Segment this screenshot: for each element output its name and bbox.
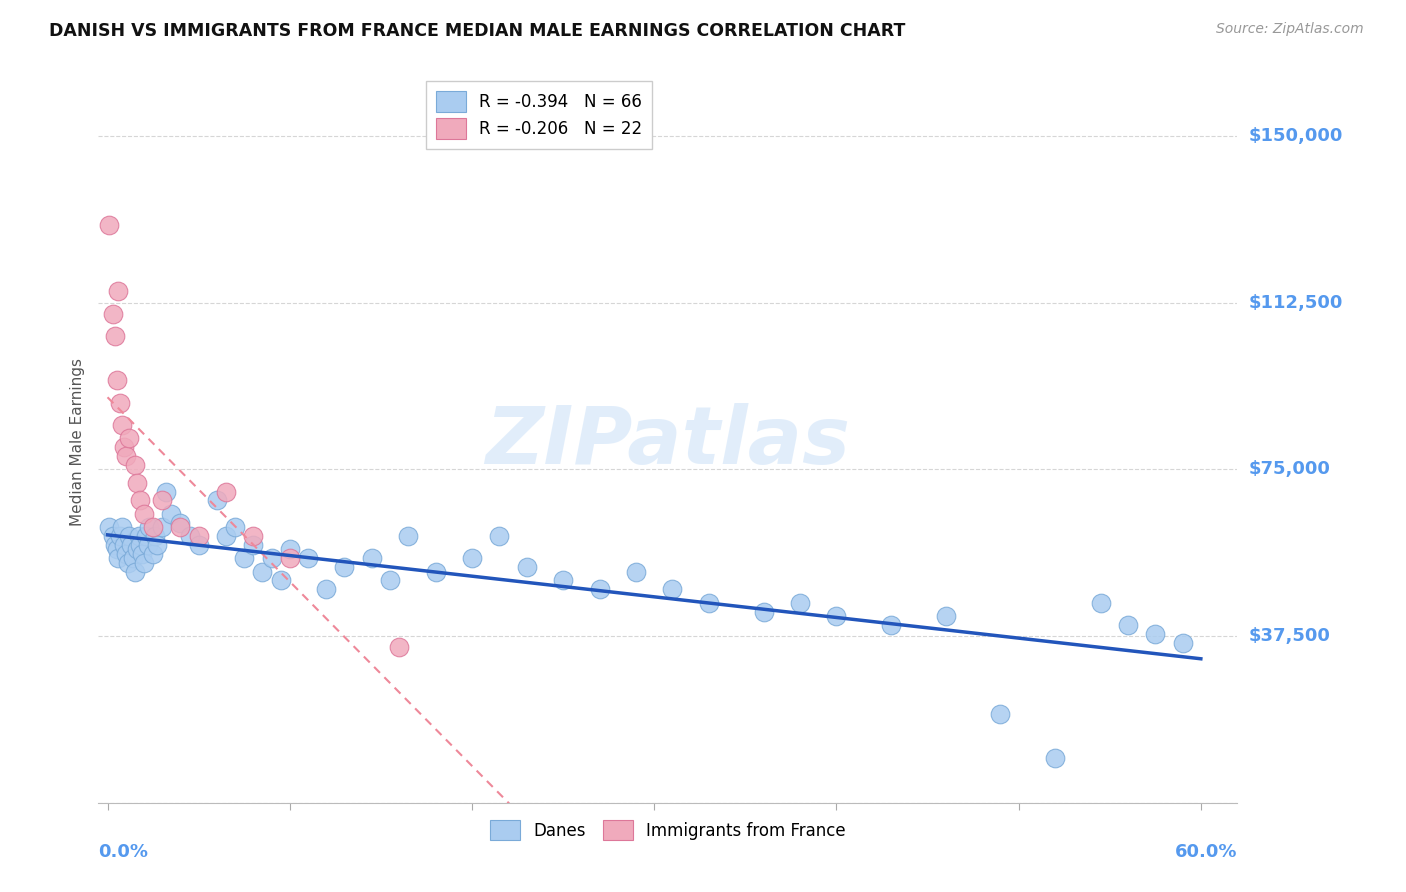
Point [150, 493, 173, 508]
Point [136, 538, 159, 552]
Point [624, 565, 647, 579]
Point [124, 565, 146, 579]
Text: 60.0%: 60.0% [1175, 843, 1237, 861]
Point [110, 395, 132, 409]
Point [187, 529, 209, 543]
Point [132, 507, 155, 521]
Point [1090, 596, 1112, 610]
Point [488, 529, 510, 543]
Text: $150,000: $150,000 [1249, 127, 1343, 145]
Point [315, 582, 337, 597]
Point [111, 417, 134, 432]
Point [125, 475, 148, 490]
Point [150, 520, 173, 534]
Point [107, 551, 129, 566]
Point [551, 574, 574, 588]
Point [297, 551, 319, 566]
Point [169, 520, 191, 534]
Point [215, 484, 238, 499]
Point [1116, 618, 1139, 632]
Point [114, 547, 136, 561]
Point [935, 609, 957, 624]
Point [205, 493, 228, 508]
Point [378, 574, 401, 588]
Point [260, 551, 283, 566]
Point [224, 520, 246, 534]
Point [388, 640, 411, 655]
Point [233, 551, 256, 566]
Point [124, 458, 146, 472]
Point [752, 605, 775, 619]
Point [252, 565, 274, 579]
Point [461, 551, 484, 566]
Point [179, 529, 201, 543]
Point [98, 520, 121, 534]
Point [128, 529, 150, 543]
Text: 0.0%: 0.0% [98, 843, 149, 861]
Point [425, 565, 447, 579]
Text: ZIPatlas: ZIPatlas [485, 402, 851, 481]
Point [880, 618, 903, 632]
Point [155, 484, 177, 499]
Point [142, 520, 165, 534]
Point [104, 329, 127, 343]
Point [101, 529, 124, 543]
Point [104, 538, 127, 552]
Point [138, 520, 160, 534]
Text: $112,500: $112,500 [1249, 293, 1343, 311]
Point [107, 285, 129, 299]
Text: Source: ZipAtlas.com: Source: ZipAtlas.com [1216, 22, 1364, 37]
Text: DANISH VS IMMIGRANTS FROM FRANCE MEDIAN MALE EARNINGS CORRELATION CHART: DANISH VS IMMIGRANTS FROM FRANCE MEDIAN … [49, 22, 905, 40]
Point [132, 556, 155, 570]
Point [120, 538, 142, 552]
Point [697, 596, 720, 610]
Point [588, 582, 610, 597]
Point [142, 547, 165, 561]
Point [125, 542, 148, 557]
Point [112, 538, 135, 552]
Point [112, 440, 135, 454]
Point [131, 547, 153, 561]
Point [160, 507, 183, 521]
Point [129, 538, 152, 552]
Point [333, 560, 356, 574]
Point [242, 538, 264, 552]
Point [825, 609, 848, 624]
Point [118, 431, 141, 445]
Point [360, 551, 382, 566]
Point [1144, 627, 1167, 641]
Point [114, 449, 136, 463]
Point [145, 538, 167, 552]
Y-axis label: Median Male Earnings: Median Male Earnings [70, 358, 86, 525]
Point [278, 551, 301, 566]
Point [122, 551, 145, 566]
Text: $75,000: $75,000 [1249, 460, 1330, 478]
Point [187, 538, 209, 552]
Point [135, 529, 157, 543]
Point [110, 529, 132, 543]
Point [270, 574, 292, 588]
Point [101, 307, 124, 321]
Point [242, 529, 264, 543]
Point [278, 542, 301, 557]
Legend: Danes, Immigrants from France: Danes, Immigrants from France [482, 812, 853, 848]
Point [98, 218, 121, 232]
Point [118, 529, 141, 543]
Point [1043, 751, 1066, 765]
Point [516, 560, 538, 574]
Point [117, 556, 139, 570]
Point [396, 529, 419, 543]
Point [1171, 636, 1194, 650]
Point [105, 542, 128, 557]
Text: $37,500: $37,500 [1249, 627, 1330, 645]
Point [129, 493, 152, 508]
Point [105, 373, 128, 387]
Point [169, 516, 191, 530]
Point [215, 529, 238, 543]
Point [990, 706, 1012, 721]
Point [789, 596, 811, 610]
Point [143, 529, 166, 543]
Point [661, 582, 683, 597]
Point [111, 520, 134, 534]
